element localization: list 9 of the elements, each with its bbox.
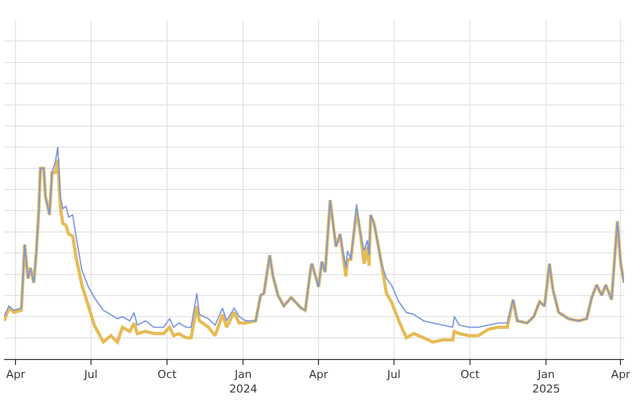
x-tick-label: Apr <box>611 368 631 382</box>
x-tick-label: Apr <box>309 368 329 382</box>
x-tick-label: Apr <box>6 368 26 382</box>
x-tick-label: Jul <box>386 368 401 382</box>
x-tick-label: Oct <box>158 368 178 382</box>
x-tick-label: Oct <box>460 368 480 382</box>
x-tick-label: Jan 2024 <box>229 368 258 396</box>
x-tick-label: Jan 2025 <box>532 368 560 396</box>
x-tick-label: Jul <box>83 368 98 382</box>
